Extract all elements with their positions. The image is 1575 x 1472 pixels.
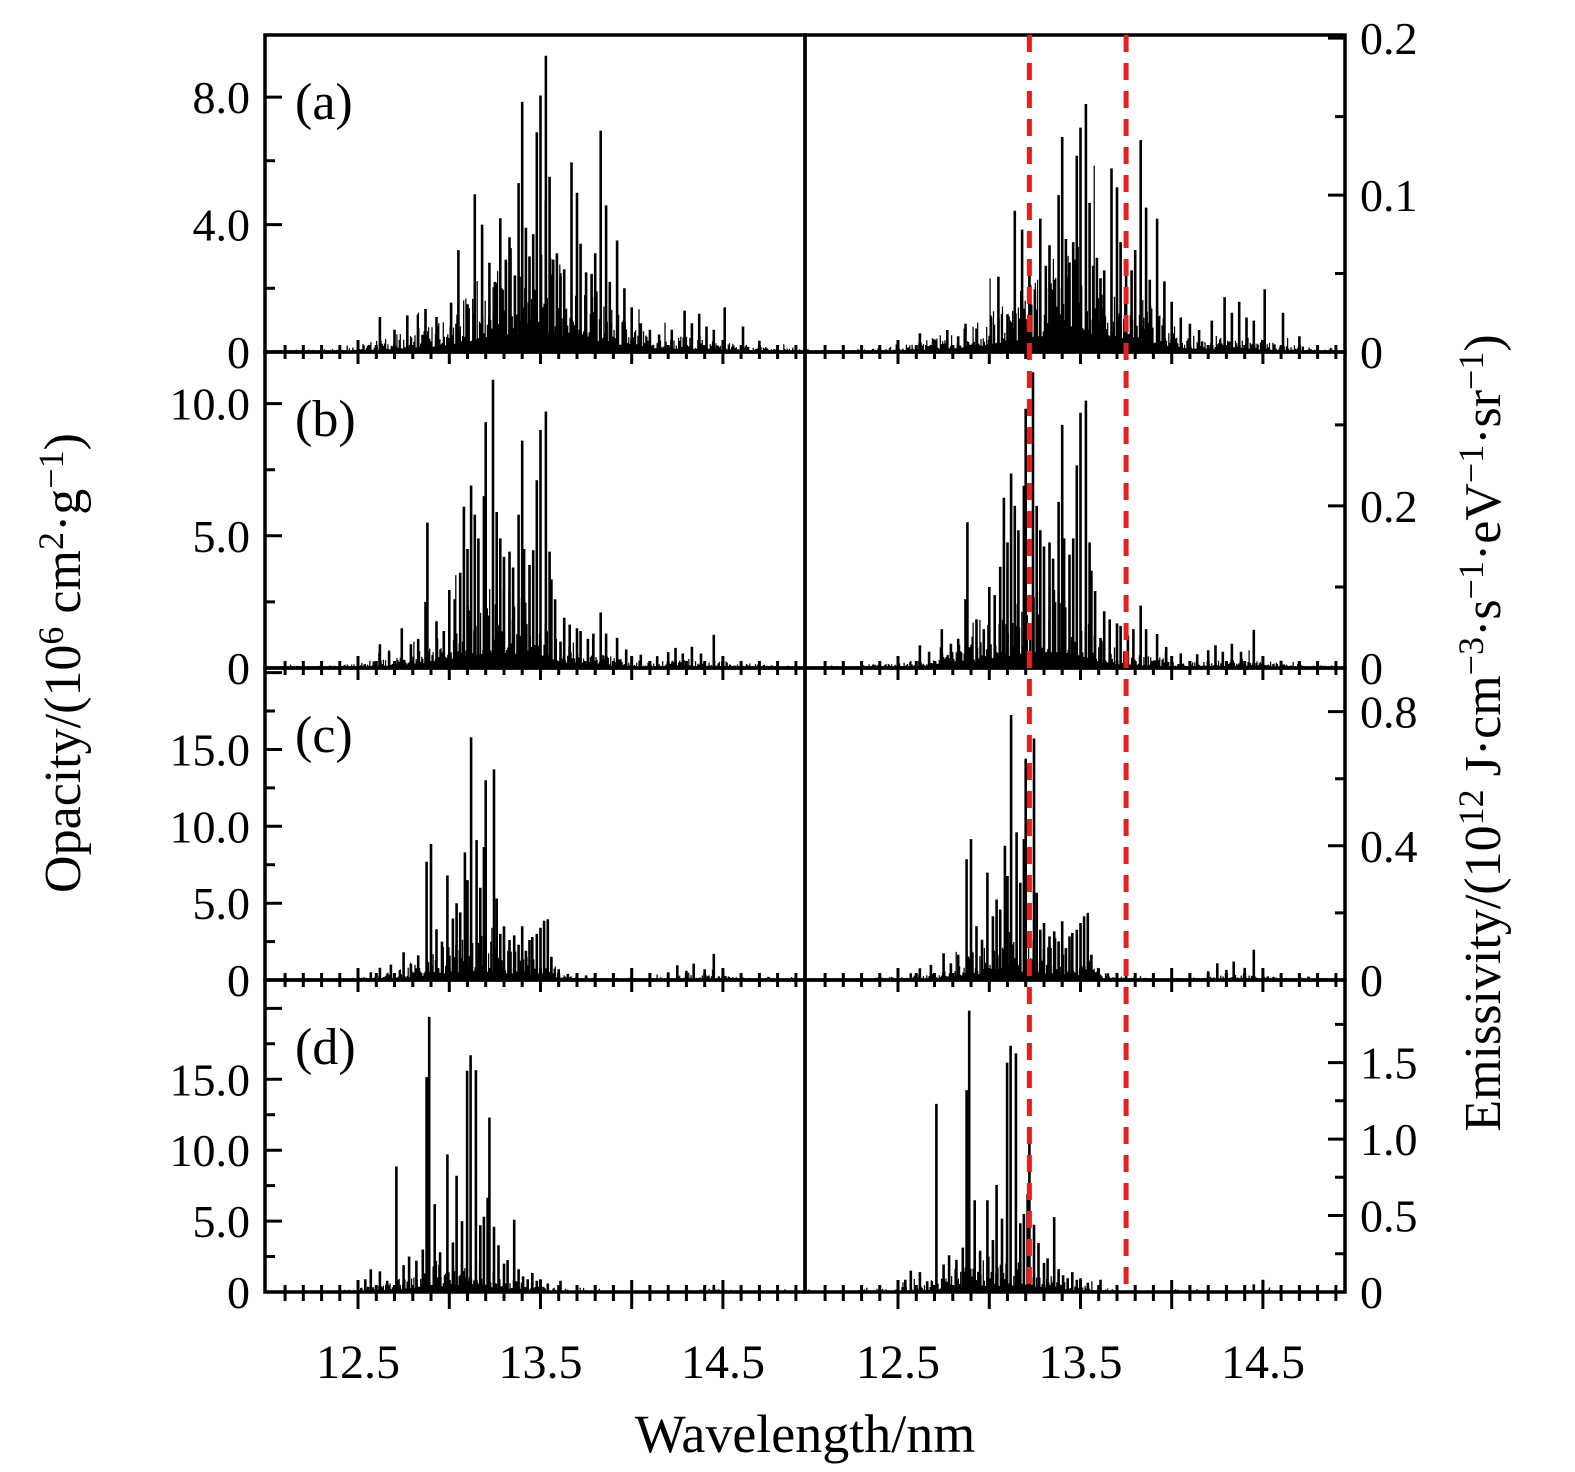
opacity-y-tick-label: 0 [227, 643, 250, 694]
opacity-y-tick-label: 15.0 [170, 725, 251, 776]
panel-d-opacity: 0 5.0 10.0 15.0 [170, 978, 807, 1318]
y-axis-ticks [265, 671, 282, 982]
x-tick-label-right-12.5: 12.5 [856, 1336, 940, 1389]
spectrum-lines [369, 737, 770, 980]
spectrum-lines [918, 372, 1283, 668]
y-axis-ticks [265, 1006, 282, 1294]
y-axis-ticks [1328, 710, 1345, 982]
emissivity-y-tick-label: 0 [1360, 327, 1383, 378]
emissivity-y-tick-label: 1.5 [1360, 1038, 1418, 1089]
opacity-y-tick-label: 4.0 [193, 200, 251, 251]
x-tick-label-left-13.5: 13.5 [499, 1336, 583, 1389]
spectrum-lines [896, 1010, 1319, 1292]
emissivity-y-tick-label: 0.8 [1360, 687, 1418, 738]
emissivity-y-tick-label: 0.5 [1360, 1191, 1418, 1242]
opacity-y-tick-label: 5.0 [193, 878, 251, 929]
panel-d-emissivity: 0 0.5 1.0 1.5 [803, 978, 1418, 1318]
emissivity-y-tick-label: 0 [1360, 643, 1383, 694]
emissivity-y-tick-label: 0.4 [1360, 821, 1418, 872]
opacity-y-tick-label: 10.0 [170, 801, 251, 852]
opacity-y-tick-label: 0 [227, 1267, 250, 1318]
panel-border [803, 666, 1347, 982]
emissivity-y-tick-label: 0.2 [1360, 13, 1418, 64]
opacity-y-tick-label: 10.0 [170, 1125, 251, 1176]
spectrum-lines [918, 104, 1301, 352]
spectrum-noise-floor [805, 165, 1345, 352]
panel-a-emissivity: 0 0.1 0.2 [803, 13, 1418, 378]
panel-a-opacity: 0 4.0 8.0 [193, 33, 807, 378]
spectrum-lines [378, 55, 761, 352]
opacity-y-tick-label: 5.0 [193, 1196, 251, 1247]
panel-border [803, 350, 1347, 670]
spectrum-lines [378, 379, 743, 668]
emissivity-y-tick-label: 0.2 [1360, 481, 1418, 532]
x-tick-label-right-14.5: 14.5 [1221, 1336, 1305, 1389]
x-axis-title: Wavelength/nm [635, 1404, 976, 1464]
red-dashed-lines-layer [1026, 35, 1129, 1292]
opacity-y-tick-label: 15.0 [170, 1054, 251, 1105]
emissivity-y-tick-label: 0 [1360, 1267, 1383, 1318]
panel-label-c: (c) [295, 707, 353, 764]
panel-b-emissivity: 00.2 [803, 350, 1418, 694]
x-tick-label-left-14.5: 14.5 [681, 1336, 765, 1389]
panel-border [803, 978, 1347, 1294]
spectrum-noise-floor [805, 587, 1345, 668]
left-y-axis-title: Opacity/(106 cm2·g−1) [31, 433, 92, 893]
spectrum-noise-floor [265, 200, 805, 352]
y-axis-ticks [1328, 36, 1345, 354]
x-tick-label-left-12.5: 12.5 [316, 1336, 400, 1389]
opacity-y-tick-label: 0 [227, 327, 250, 378]
spectrum-noise-floor [265, 575, 805, 668]
panels-layer: 04.08.000.10.205.010.000.205.010.015.000… [170, 13, 1418, 1318]
emissivity-y-tick-label: 0.1 [1360, 170, 1418, 221]
opacity-y-tick-label: 0 [227, 955, 250, 1006]
panel-c-emissivity: 0 0.4 0.8 [803, 666, 1418, 1006]
y-axis-ticks [1328, 1022, 1345, 1294]
y-axis-ticks [265, 402, 282, 670]
opacity-y-tick-label: 5.0 [193, 511, 251, 562]
opacity-y-tick-label: 10.0 [170, 379, 251, 430]
emissivity-y-tick-label: 0 [1360, 955, 1383, 1006]
opacity-y-tick-label: 8.0 [193, 72, 251, 123]
y-axis-ticks [1328, 423, 1345, 670]
y-axis-ticks [265, 95, 282, 354]
panel-c-opacity: 0 5.0 10.0 15.0 [170, 666, 807, 1006]
emissivity-y-tick-label: 1.0 [1360, 1114, 1418, 1165]
axis-labels-layer: (a) (b) (c) (d) 12.5 13.5 14.5 12.5 13.5… [31, 74, 1512, 1464]
spectrum-lines [909, 715, 1310, 980]
panel-label-a: (a) [295, 74, 353, 131]
panel-label-d: (d) [295, 1019, 356, 1076]
right-y-axis-title: Emissivity/(1012 J·cm−3·s−1·eV−1·sr−1) [1451, 334, 1512, 1131]
panel-b-opacity: 0 5.0 10.0 [170, 350, 807, 694]
spectrum-lines [356, 1016, 779, 1292]
x-axis-ticks [283, 1280, 798, 1309]
x-axis-ticks [823, 1280, 1338, 1309]
panel-label-b: (b) [295, 391, 356, 448]
x-tick-label-right-13.5: 13.5 [1039, 1336, 1123, 1389]
